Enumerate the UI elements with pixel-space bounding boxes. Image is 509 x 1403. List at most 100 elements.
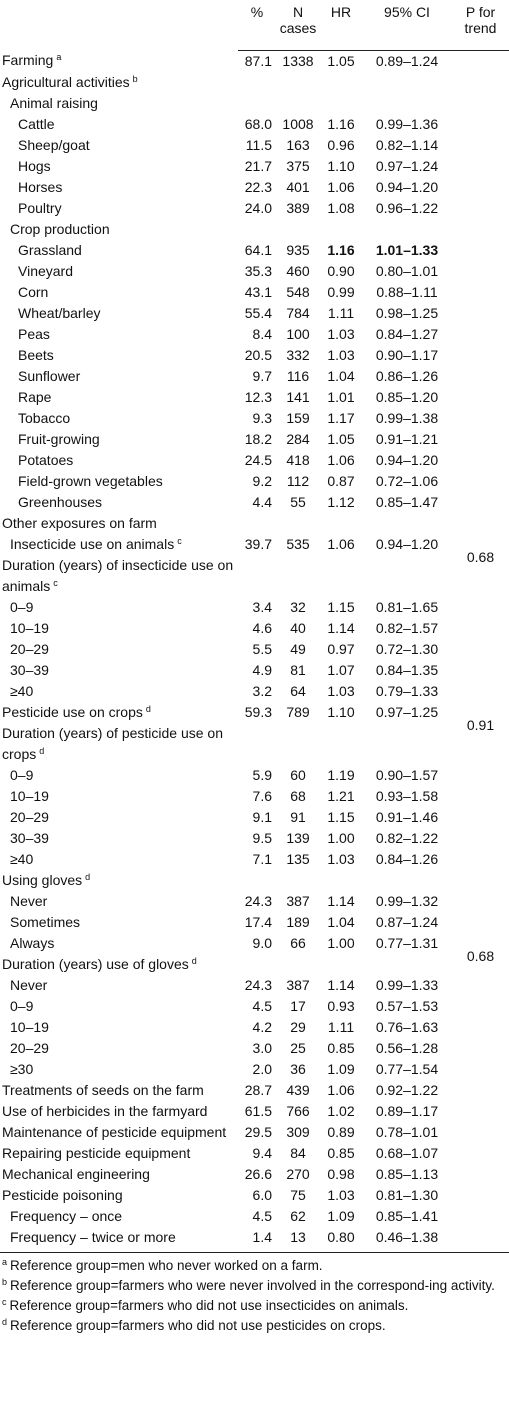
cell-value: 0.76–1.63	[375, 1018, 439, 1035]
table-row: Duration (years) of pesticide use on cro…	[0, 717, 509, 765]
cell-value: 0.56–1.28	[375, 1039, 439, 1056]
value-cell: 11.5	[238, 135, 276, 156]
value-cell: 0.56–1.28	[362, 1038, 452, 1059]
value-cell	[362, 72, 452, 93]
value-cell: 1.01–1.33	[362, 240, 452, 261]
row-label: Beets	[18, 346, 54, 363]
value-cell	[320, 513, 362, 534]
cell-value: 68.0	[244, 115, 272, 132]
value-cell: 1338	[276, 50, 320, 72]
cell-value: 24.3	[244, 892, 272, 909]
row-label: Fruit-growing	[18, 430, 100, 447]
value-cell	[276, 555, 320, 597]
value-cell: 284	[276, 429, 320, 450]
value-cell: 1.04	[320, 912, 362, 933]
value-cell: 789	[276, 702, 320, 723]
value-cell: 0.80–1.01	[362, 261, 452, 282]
table-row: ≥30 2.0 36 1.09 0.77–1.54	[0, 1059, 509, 1080]
cell-value: 7.6	[252, 787, 272, 804]
table-row: Duration (years) of insecticide use on a…	[0, 549, 509, 597]
cell-value: 40	[290, 619, 306, 636]
value-cell: 116	[276, 366, 320, 387]
p-trend-cell	[452, 345, 509, 366]
value-cell: 0.91–1.21	[362, 429, 452, 450]
value-cell: 1.03	[320, 849, 362, 870]
row-label: Duration (years) use of gloves	[2, 955, 189, 972]
cell-value: 1.21	[327, 787, 355, 804]
table-row: Sometimes 17.4 189 1.04 0.87–1.24	[0, 912, 509, 933]
cell-value: 0.80	[327, 1228, 355, 1245]
row-label: Wheat/barley	[18, 304, 101, 321]
row-label: Frequency – once	[10, 1207, 123, 1224]
value-cell: 0.82–1.57	[362, 618, 452, 639]
value-cell	[362, 513, 452, 534]
cell-value: 789	[286, 703, 310, 720]
value-cell: 0.90–1.17	[362, 345, 452, 366]
value-cell: 2.0	[238, 1059, 276, 1080]
table-row: Always 9.0 66 1.00 0.77–1.31	[0, 933, 509, 954]
value-cell: 0.89–1.17	[362, 1101, 452, 1122]
table-row: 20–29 3.0 25 0.85 0.56–1.28	[0, 1038, 509, 1059]
cell-value: 1.03	[327, 325, 355, 342]
value-cell: 1.00	[320, 933, 362, 954]
table-row: Greenhouses 4.4 55 1.12 0.85–1.47	[0, 492, 509, 513]
value-cell: 0.90	[320, 261, 362, 282]
cell-value: 139	[286, 829, 310, 846]
value-cell: 135	[276, 849, 320, 870]
value-cell: 59.3	[238, 702, 276, 723]
p-trend-cell	[452, 996, 509, 1017]
cell-value: 0.89	[327, 1123, 355, 1140]
table-row: Never 24.3 387 1.14 0.99–1.32	[0, 891, 509, 912]
row-label-cell: Never	[0, 891, 238, 912]
value-cell: 0.77–1.54	[362, 1059, 452, 1080]
value-cell: 81	[276, 660, 320, 681]
p-trend-cell	[452, 786, 509, 807]
value-cell: 24.0	[238, 198, 276, 219]
cell-value: 1.11	[327, 1018, 355, 1035]
cell-value: 1.03	[327, 1186, 355, 1203]
table-row: ≥40 3.2 64 1.03 0.79–1.33	[0, 681, 509, 702]
footnote-marker: d	[85, 871, 91, 882]
table-row: Peas 8.4 100 1.03 0.84–1.27	[0, 324, 509, 345]
row-label-cell: Use of herbicides in the farmyard	[0, 1101, 238, 1122]
footnote: a Reference group=men who never worked on…	[0, 1256, 509, 1276]
footnote-marker: b	[132, 73, 138, 84]
cell-value: 0.77–1.31	[375, 934, 439, 951]
cell-value: 68	[290, 787, 306, 804]
cell-value: 0.82–1.14	[375, 136, 439, 153]
cell-value: 1.11	[327, 304, 355, 321]
p-trend-cell	[452, 618, 509, 639]
row-label: Grassland	[18, 241, 82, 258]
cell-value: 11.5	[245, 136, 272, 153]
p-trend-cell	[452, 219, 509, 240]
value-cell	[320, 72, 362, 93]
value-cell: 4.5	[238, 996, 276, 1017]
row-label: Mechanical engineering	[2, 1165, 150, 1182]
value-cell: 0.68–1.07	[362, 1143, 452, 1164]
p-trend-cell	[452, 1017, 509, 1038]
value-cell: 0.94–1.20	[362, 450, 452, 471]
value-cell: 0.80	[320, 1227, 362, 1252]
cell-value: 0.87–1.24	[375, 913, 439, 930]
row-label-cell: Always	[0, 933, 238, 954]
value-cell: 1.09	[320, 1206, 362, 1227]
value-cell: 60	[276, 765, 320, 786]
value-cell: 1.03	[320, 345, 362, 366]
row-label-cell: 30–39	[0, 828, 238, 849]
cell-value: 60	[290, 766, 306, 783]
column-header: 95% CI	[362, 0, 452, 51]
cell-value: 1.10	[327, 157, 355, 174]
row-label: Cattle	[18, 115, 55, 132]
cell-value: 9.1	[252, 808, 272, 825]
cell-value: 0.96	[327, 136, 355, 153]
row-label: Use of herbicides in the farmyard	[2, 1102, 208, 1119]
cell-value: 0.89–1.17	[375, 1102, 439, 1119]
row-label: 0–9	[10, 997, 34, 1014]
table-row: Use of herbicides in the farmyard 61.5 766…	[0, 1101, 509, 1122]
value-cell: 75	[276, 1185, 320, 1206]
row-label: 20–29	[10, 808, 49, 825]
value-cell: 32	[276, 597, 320, 618]
value-cell: 91	[276, 807, 320, 828]
row-label-cell: Tobacco	[0, 408, 238, 429]
value-cell: 270	[276, 1164, 320, 1185]
